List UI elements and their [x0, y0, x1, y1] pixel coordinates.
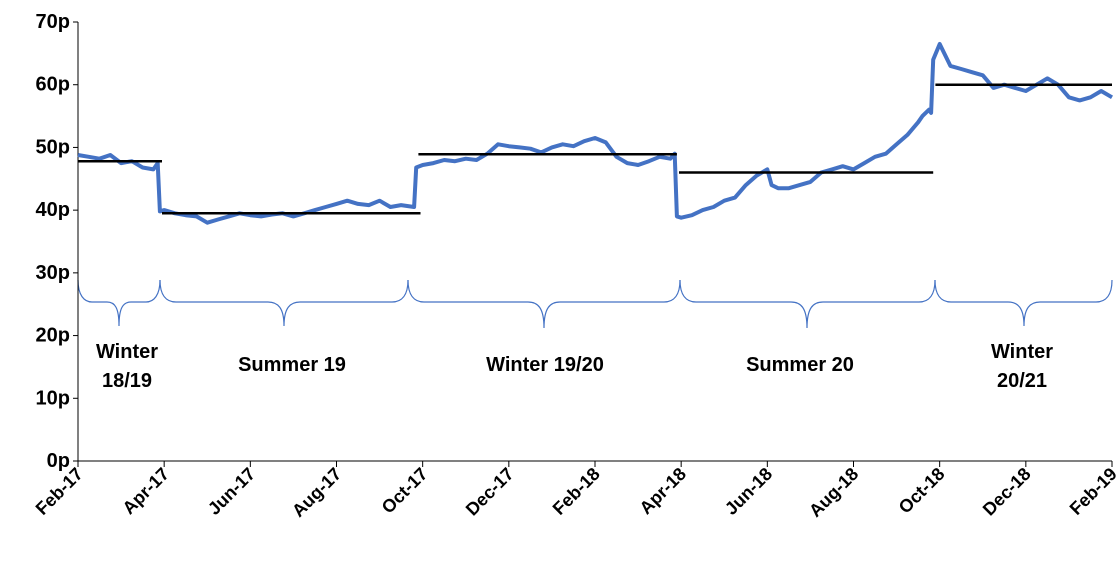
- y-tick-label: 0p: [47, 450, 70, 472]
- brace: [679, 279, 936, 329]
- x-tick-label: Oct-18: [895, 464, 949, 518]
- y-tick-label: 20p: [36, 325, 70, 347]
- season-braces: [77, 279, 1113, 329]
- x-tick-label: Dec-18: [979, 464, 1035, 520]
- season-label: Summer 19: [238, 354, 346, 376]
- x-tick-label: Feb-18: [549, 464, 604, 519]
- brace: [159, 279, 409, 327]
- brace: [77, 279, 161, 327]
- y-tick-label: 50p: [36, 136, 70, 158]
- x-tick-label: Aug-17: [288, 464, 345, 521]
- season-label: Winter 20/21: [990, 341, 1054, 392]
- x-tick-label: Oct-17: [378, 464, 432, 518]
- y-tick-label: 40p: [36, 199, 70, 221]
- brace: [407, 279, 681, 329]
- season-label: Winter 19/20: [486, 354, 604, 376]
- x-tick-label: Jun-18: [721, 464, 776, 519]
- y-tick-label: 70p: [36, 11, 70, 33]
- x-tick-label: Feb-19: [1066, 464, 1120, 519]
- season-label: Summer 20: [746, 354, 854, 376]
- x-tick-label: Apr-17: [119, 464, 173, 518]
- brace: [934, 279, 1113, 327]
- season-label: Winter 18/19: [95, 341, 159, 392]
- y-tick-label: 60p: [36, 74, 70, 96]
- y-tick-label: 30p: [36, 262, 70, 284]
- x-tick-label: Dec-17: [462, 464, 518, 520]
- series-line: [77, 42, 1114, 225]
- y-tick-label: 10p: [36, 387, 70, 409]
- x-tick-label: Jun-17: [204, 464, 259, 519]
- x-tick-label: Apr-18: [636, 464, 690, 518]
- x-tick-label: Aug-18: [805, 464, 862, 521]
